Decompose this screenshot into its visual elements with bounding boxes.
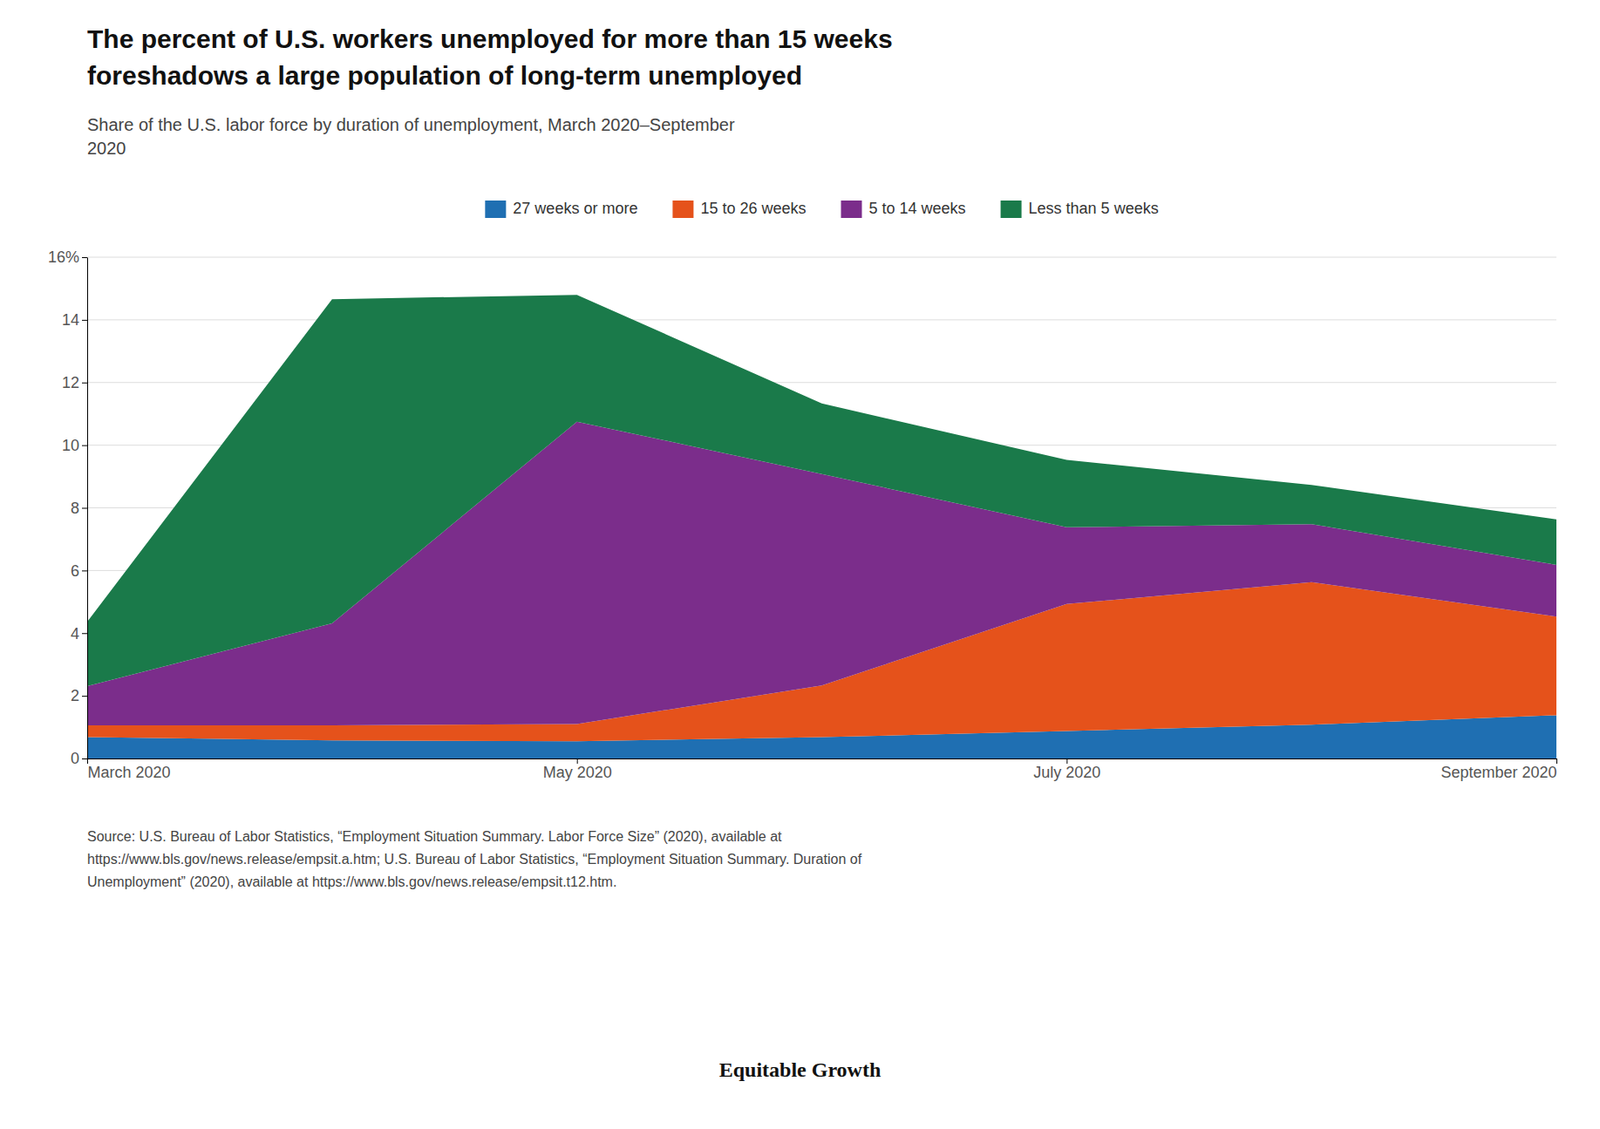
title: The percent of U.S. workers unemployed f… xyxy=(87,24,893,54)
y-tick-label: 4 xyxy=(70,625,80,643)
y-tick-label: 8 xyxy=(70,499,80,518)
x-axis-line xyxy=(88,758,1558,760)
legend-label: Less than 5 weeks xyxy=(1028,199,1159,218)
y-tick-label: 12 xyxy=(61,374,80,392)
y-tick-mark xyxy=(81,445,88,447)
grid-line xyxy=(87,319,1557,320)
y-tick: 6 xyxy=(70,562,88,580)
legend-label: 27 weeks or more xyxy=(512,199,638,218)
y-tick: 12 xyxy=(61,374,88,392)
y-tick-label: 0 xyxy=(70,749,80,768)
y-tick-mark xyxy=(81,382,88,384)
y-tick: 16% xyxy=(47,248,88,266)
y-tick: 8 xyxy=(70,499,88,518)
y-tick-mark xyxy=(81,570,88,572)
y-tick: 14 xyxy=(61,311,88,329)
y-tick-mark xyxy=(81,320,88,321)
y-tick-label: 2 xyxy=(70,687,80,705)
x-tick: September 2020 xyxy=(1440,758,1557,782)
annotation: Equitable Growth xyxy=(719,1058,882,1082)
legend-item: 5 to 14 weeks xyxy=(840,199,966,218)
legend-label: 5 to 14 weeks xyxy=(868,199,966,218)
x-tick-label: March 2020 xyxy=(88,763,171,782)
y-tick: 4 xyxy=(70,625,88,643)
source: Unemployment” (2020), available at https… xyxy=(87,874,617,890)
y-tick-label: 10 xyxy=(61,436,80,455)
plot-area xyxy=(87,294,1557,759)
grid-line xyxy=(87,257,1557,259)
legend-swatch xyxy=(484,200,506,218)
area xyxy=(87,294,1557,687)
y-tick-label: 16% xyxy=(47,248,80,266)
y-tick-mark xyxy=(81,257,88,259)
y-tick: 10 xyxy=(61,436,88,455)
subtitle: Share of the U.S. labor force by duratio… xyxy=(87,115,736,135)
x-tick: July 2020 xyxy=(1033,758,1101,782)
y-axis: 0 2 4 6 8 10 12 14 16% xyxy=(47,248,89,768)
x-tick-label: July 2020 xyxy=(1033,763,1101,782)
y-tick: 2 xyxy=(70,687,88,705)
grid xyxy=(87,257,1557,759)
legend-item: 27 weeks or more xyxy=(484,199,638,218)
source: https://www.bls.gov/news.release/empsit.… xyxy=(87,851,863,867)
x-tick: May 2020 xyxy=(543,758,613,782)
chart: The percent of U.S. workers unemployed f… xyxy=(0,0,1600,1129)
subtitle: 2020 xyxy=(87,138,127,158)
legend-swatch xyxy=(1000,200,1022,218)
source: Source: U.S. Bureau of Labor Statistics,… xyxy=(87,829,783,845)
x-tick-label: September 2020 xyxy=(1440,763,1557,782)
y-tick-mark xyxy=(81,695,88,697)
legend-swatch xyxy=(840,200,862,218)
y-tick-label: 14 xyxy=(61,311,80,329)
legend-item: 15 to 26 weeks xyxy=(672,199,806,218)
y-tick-mark xyxy=(81,508,88,510)
y-axis-line xyxy=(87,258,89,760)
y-tick-label: 6 xyxy=(70,562,80,580)
legend-item: Less than 5 weeks xyxy=(1000,199,1159,218)
x-tick: March 2020 xyxy=(88,758,171,782)
legend: 27 weeks or more 15 to 26 weeks 5 to 14 we… xyxy=(484,199,1158,218)
x-tick-label: May 2020 xyxy=(543,763,613,782)
legend-swatch xyxy=(672,200,694,218)
y-tick-mark xyxy=(81,758,88,760)
title: foreshadows a large population of long-t… xyxy=(87,61,803,90)
legend-label: 15 to 26 weeks xyxy=(700,199,806,218)
x-axis: March 2020 May 2020 July 2020 September 202… xyxy=(88,758,1558,782)
y-tick-mark xyxy=(81,633,88,634)
y-tick: 0 xyxy=(70,749,88,768)
